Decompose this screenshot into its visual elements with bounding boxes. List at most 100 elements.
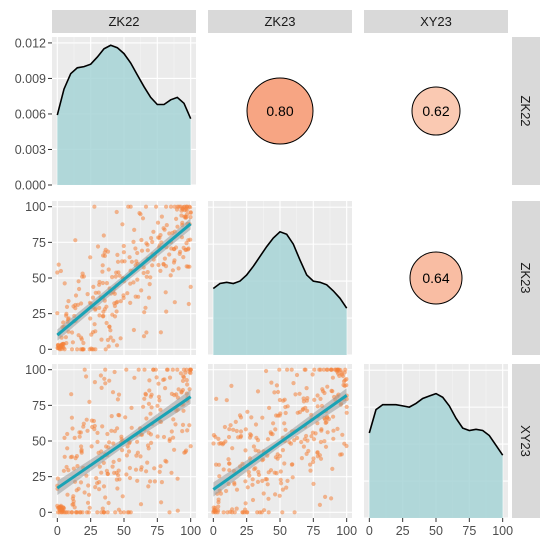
- scatter-point: [79, 301, 84, 306]
- scatter-point: [311, 459, 316, 465]
- scatter-point: [152, 466, 157, 471]
- scatter-point: [311, 456, 316, 461]
- scatter-point: [289, 367, 294, 372]
- x-tick-label: 100: [336, 524, 357, 538]
- scatter-point: [95, 244, 101, 249]
- scatter-point: [261, 491, 266, 496]
- scatter-point: [230, 507, 235, 512]
- scatter-point: [75, 464, 80, 469]
- scatter-point: [89, 346, 94, 351]
- scatter-point: [142, 396, 147, 401]
- scatter-point: [225, 510, 230, 515]
- scatter-point: [245, 485, 250, 490]
- scatter-point: [221, 467, 226, 472]
- scatter-point: [273, 427, 278, 432]
- scatter-point: [159, 480, 164, 485]
- scatter-point: [247, 473, 252, 478]
- scatter-point: [335, 426, 340, 431]
- scatter-point: [107, 324, 112, 329]
- scatter-point: [103, 247, 108, 252]
- scatter-point: [121, 243, 126, 249]
- scatter-point: [79, 449, 84, 454]
- scatter-point: [253, 422, 259, 427]
- scatter-point: [142, 310, 147, 315]
- scatter-point: [313, 431, 318, 436]
- scatter-point: [243, 427, 248, 432]
- scatter-point: [233, 419, 238, 424]
- scatter-point: [108, 328, 113, 333]
- y-tick-label: 0: [39, 506, 46, 520]
- scatter-point: [145, 242, 150, 247]
- scatter-point: [154, 204, 159, 209]
- scatter-point: [172, 300, 177, 305]
- scatter-point: [99, 337, 104, 342]
- scatter-point: [118, 510, 123, 515]
- scatter-point: [115, 259, 121, 264]
- scatter-point: [154, 375, 159, 380]
- scatter-point: [97, 464, 102, 469]
- scatter-point: [211, 433, 216, 438]
- scatter-point: [68, 455, 73, 460]
- scatter-point: [112, 314, 118, 319]
- scatter-point: [232, 510, 237, 515]
- scatter-point: [133, 246, 138, 251]
- scatter-point: [64, 304, 70, 309]
- strip-right-xy23: [512, 364, 540, 518]
- scatter-point: [285, 478, 290, 483]
- scatter-point: [80, 347, 85, 352]
- scatter-point: [234, 506, 239, 511]
- scatter-point: [81, 340, 86, 346]
- scatter-point: [250, 482, 255, 487]
- scatter-point: [330, 466, 335, 471]
- scatter-point: [105, 510, 110, 515]
- x-tick-label: 75: [462, 524, 476, 538]
- scatter-point: [158, 268, 163, 273]
- scatter-point: [330, 375, 335, 380]
- scatter-point: [186, 301, 191, 307]
- scatter-point: [100, 263, 105, 268]
- scatter-point: [226, 457, 231, 462]
- scatter-point: [97, 480, 102, 485]
- scatter-point: [172, 447, 177, 452]
- density-line: [212, 230, 348, 309]
- scatter-point: [132, 227, 137, 232]
- scatter-point: [275, 456, 280, 461]
- scatter-point: [69, 347, 75, 352]
- scatter-point: [124, 453, 129, 458]
- scatter-point: [163, 458, 168, 463]
- scatter-point: [155, 220, 161, 225]
- scatter-point: [93, 329, 98, 334]
- scatter-point: [234, 487, 240, 492]
- strip-right-zk22: [512, 37, 540, 185]
- scatter-point: [331, 436, 336, 441]
- scatter-point: [146, 401, 151, 406]
- scatter-point: [224, 398, 229, 403]
- scatter-point: [162, 256, 167, 261]
- scatter-point: [149, 236, 154, 241]
- scatter-point: [273, 492, 278, 497]
- scatter-point: [75, 510, 80, 515]
- scatter-point: [177, 251, 182, 256]
- scatter-point: [294, 372, 300, 378]
- scatter-point: [57, 508, 62, 513]
- density-area: [369, 393, 503, 518]
- y-tick-label: 0.009: [15, 72, 46, 86]
- scatter-point: [329, 367, 334, 372]
- scatter-point: [323, 494, 328, 499]
- scatter-point: [181, 375, 187, 380]
- scatter-point: [303, 367, 308, 372]
- y-tick-label: 100: [25, 363, 46, 377]
- scatter-point: [136, 294, 141, 299]
- scatter-point: [106, 344, 111, 349]
- scatter-point: [86, 483, 91, 488]
- scatter-point: [255, 389, 261, 394]
- scatter-point: [69, 415, 74, 420]
- density-panel-zk22: [52, 37, 196, 186]
- scatter-point: [163, 290, 168, 295]
- scatter-point: [146, 484, 151, 489]
- scatter-point: [291, 381, 296, 386]
- scatter-point: [135, 250, 140, 256]
- scatter-point: [138, 454, 143, 459]
- scatter-point: [181, 408, 186, 413]
